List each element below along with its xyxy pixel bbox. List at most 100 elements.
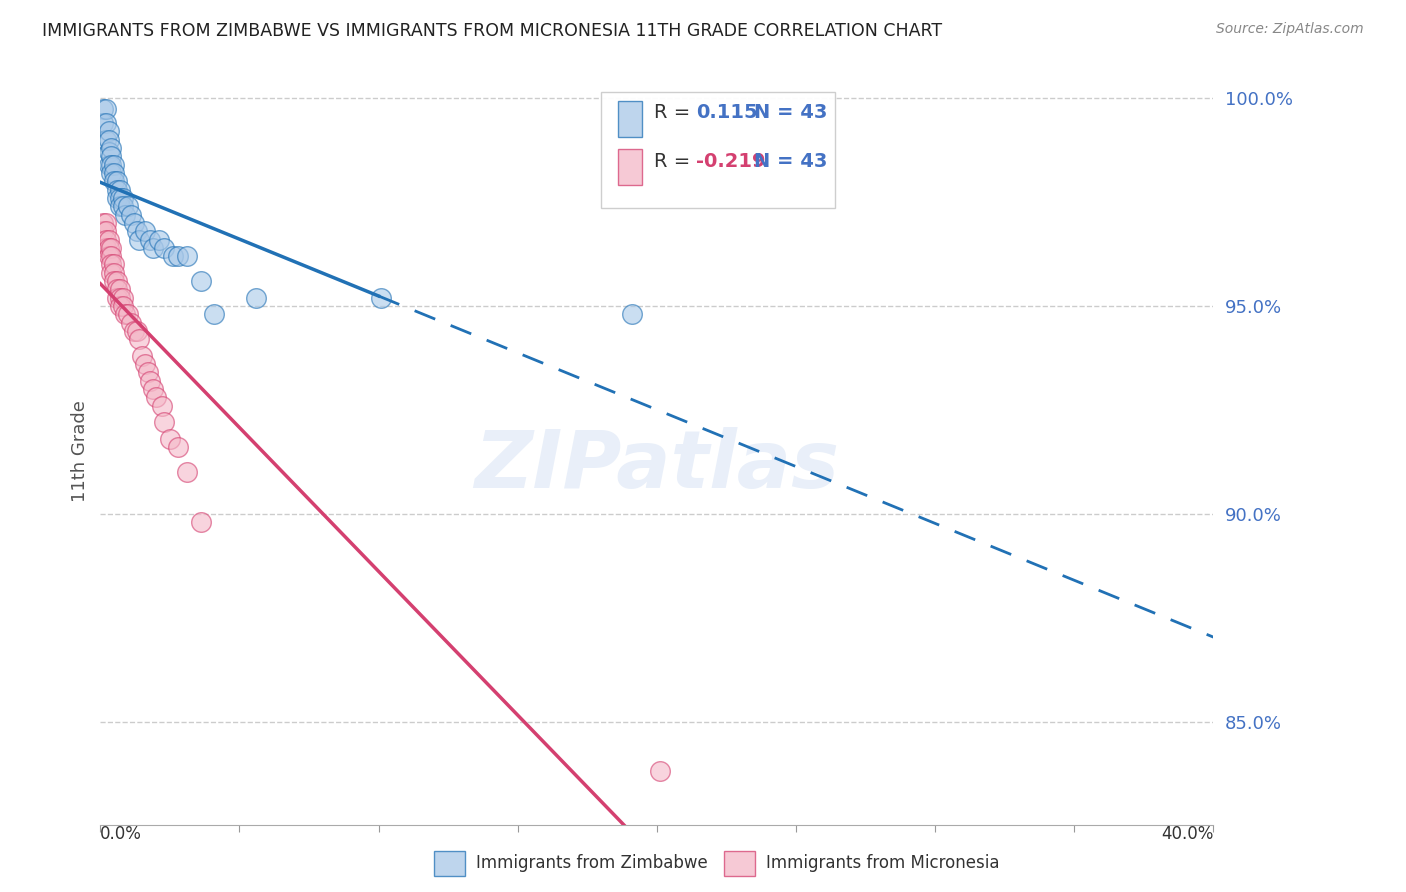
Point <box>103 266 125 280</box>
Text: 0.115: 0.115 <box>696 103 758 122</box>
Point <box>111 199 134 213</box>
Point <box>91 224 114 238</box>
Text: 40.0%: 40.0% <box>1161 825 1213 844</box>
Point <box>111 291 134 305</box>
Text: N = 43: N = 43 <box>754 103 827 122</box>
Point <box>97 124 120 138</box>
Point <box>100 141 122 155</box>
Point <box>105 174 128 188</box>
Point <box>114 208 136 222</box>
Point <box>131 349 153 363</box>
Point <box>100 249 122 263</box>
Text: Immigrants from Zimbabwe: Immigrants from Zimbabwe <box>477 855 709 872</box>
Point <box>103 166 125 180</box>
Point <box>122 324 145 338</box>
Point <box>94 233 117 247</box>
Point <box>103 158 125 172</box>
Point <box>94 102 117 116</box>
Point <box>97 145 120 160</box>
FancyBboxPatch shape <box>619 101 643 136</box>
Point <box>620 307 643 321</box>
Point <box>190 515 212 529</box>
Point <box>159 432 181 446</box>
Text: R =: R = <box>654 103 696 122</box>
Point <box>97 249 120 263</box>
Point <box>105 291 128 305</box>
Point <box>97 133 120 147</box>
Point <box>136 366 159 380</box>
FancyBboxPatch shape <box>602 93 835 209</box>
Point <box>100 149 122 163</box>
Point <box>153 241 176 255</box>
Point <box>148 233 170 247</box>
Point <box>150 399 173 413</box>
Point <box>370 291 392 305</box>
Point <box>176 465 198 479</box>
Text: ZIPatlas: ZIPatlas <box>474 427 839 506</box>
Point <box>139 374 162 388</box>
Point <box>94 116 117 130</box>
Point <box>100 241 122 255</box>
Point <box>108 299 131 313</box>
Text: R =: R = <box>654 152 696 170</box>
Point <box>105 183 128 197</box>
Point <box>105 191 128 205</box>
Point <box>125 224 148 238</box>
Point <box>105 282 128 296</box>
Point <box>94 224 117 238</box>
Point <box>97 241 120 255</box>
Point <box>117 307 139 321</box>
Point <box>134 224 156 238</box>
Point <box>91 216 114 230</box>
Point <box>100 158 122 172</box>
Point <box>108 282 131 296</box>
Point <box>94 133 117 147</box>
Point <box>128 233 150 247</box>
Point <box>91 116 114 130</box>
Point <box>162 249 184 263</box>
Text: 0.0%: 0.0% <box>100 825 142 844</box>
Point <box>108 191 131 205</box>
Text: -0.219: -0.219 <box>696 152 765 170</box>
Point <box>139 233 162 247</box>
Text: IMMIGRANTS FROM ZIMBABWE VS IMMIGRANTS FROM MICRONESIA 11TH GRADE CORRELATION CH: IMMIGRANTS FROM ZIMBABWE VS IMMIGRANTS F… <box>42 22 942 40</box>
Text: Source: ZipAtlas.com: Source: ZipAtlas.com <box>1216 22 1364 37</box>
Point <box>100 166 122 180</box>
Point <box>114 307 136 321</box>
Point <box>245 291 267 305</box>
Point <box>128 332 150 346</box>
Point <box>122 216 145 230</box>
Point <box>167 440 190 454</box>
Point <box>103 174 125 188</box>
Point <box>648 764 671 779</box>
Point <box>111 299 134 313</box>
Point <box>108 199 131 213</box>
Text: Immigrants from Micronesia: Immigrants from Micronesia <box>766 855 1000 872</box>
Point <box>142 382 165 396</box>
Point <box>120 316 142 330</box>
Point <box>91 102 114 116</box>
Point <box>100 266 122 280</box>
FancyBboxPatch shape <box>619 149 643 186</box>
Point <box>142 241 165 255</box>
Point <box>125 324 148 338</box>
Point <box>108 291 131 305</box>
Point <box>103 274 125 288</box>
Point <box>97 233 120 247</box>
Text: N = 43: N = 43 <box>754 152 827 170</box>
Point <box>120 208 142 222</box>
Point <box>153 415 176 429</box>
Point <box>94 216 117 230</box>
Point <box>204 307 226 321</box>
Point <box>167 249 190 263</box>
Point <box>105 274 128 288</box>
Point <box>190 274 212 288</box>
Y-axis label: 11th Grade: 11th Grade <box>72 401 89 502</box>
Point <box>100 257 122 271</box>
Point <box>103 257 125 271</box>
Point <box>145 391 167 405</box>
Point <box>176 249 198 263</box>
Point <box>108 183 131 197</box>
Point <box>111 191 134 205</box>
Point <box>94 241 117 255</box>
